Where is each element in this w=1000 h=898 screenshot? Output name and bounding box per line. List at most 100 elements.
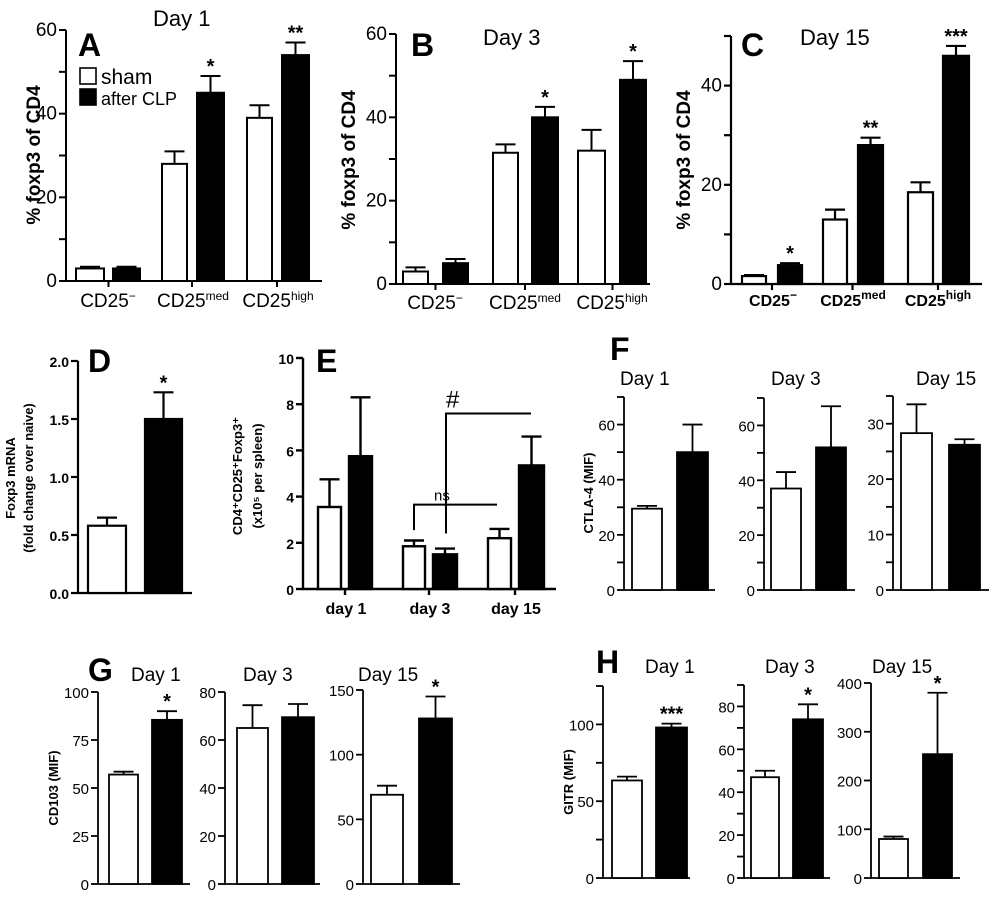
y-tick-label: 200	[837, 774, 862, 791]
significance-marker: *	[804, 684, 812, 706]
y-axis-label: CD4⁺CD25⁺Foxp3⁺	[230, 417, 245, 535]
y-tick-label: 300	[837, 725, 862, 742]
y-tick-label: 10	[278, 351, 294, 367]
bar-clp	[619, 78, 647, 286]
bar-sham	[401, 545, 427, 591]
y-tick-label: 50	[337, 812, 354, 829]
y-axis-label: GITR (MIF)	[561, 749, 576, 815]
bar-sham	[577, 149, 606, 285]
y-axis-label: Foxp3 mRNA	[3, 437, 18, 519]
y-tick-label: 20	[36, 187, 57, 208]
y-tick-label: 60	[199, 733, 216, 750]
y-tick-label: 20	[738, 528, 755, 545]
bar-sham	[611, 779, 643, 879]
y-tick-label: 0	[286, 582, 294, 598]
y-tick-label: 30	[867, 417, 884, 434]
significance-marker: *	[432, 676, 440, 698]
y-tick-label: 20	[867, 472, 884, 489]
bar-clp	[676, 451, 709, 591]
bar-sham	[486, 536, 513, 591]
bar-sham	[236, 727, 269, 885]
significance-marker: *	[541, 87, 549, 109]
y-tick-label: 150	[329, 683, 354, 700]
category-label: CD25−	[749, 288, 797, 310]
bar-clp	[922, 753, 953, 879]
y-tick-label: 80	[718, 699, 735, 716]
bar-clp	[151, 718, 183, 885]
panel-title: Day 15	[872, 657, 932, 678]
bar-sham	[161, 162, 188, 282]
bar-clp	[941, 54, 971, 286]
significance-marker: *	[160, 372, 168, 394]
panel-title: Day 1	[153, 6, 210, 31]
y-tick-label: 2	[286, 536, 294, 552]
panel-letter: G	[88, 652, 113, 688]
y-tick-label: 0.0	[50, 586, 70, 602]
bar-clp	[347, 454, 374, 591]
bar-sham	[878, 838, 909, 879]
category-label: day 15	[491, 601, 541, 618]
panel-f1: 0 20 40 60 Day 1F CTLA-4 (MIF)	[581, 331, 715, 600]
y-tick-label: 60	[366, 24, 387, 45]
y-axis-label: % foxp3 of CD4	[339, 90, 360, 230]
bar-sham	[906, 191, 935, 286]
legend-label-sham: sham	[101, 66, 152, 89]
panel-letter: F	[610, 331, 630, 367]
category-label: CD25high	[242, 289, 313, 312]
y-tick-label: 40	[718, 785, 735, 802]
y-tick-label: 75	[72, 733, 89, 750]
y-tick-label: 40	[366, 107, 387, 128]
bar-sham	[740, 274, 768, 286]
category-label: day 3	[410, 601, 451, 618]
significance-marker: *	[934, 673, 942, 695]
category-label: CD25high	[905, 288, 971, 310]
panel-title: Day 1	[645, 657, 695, 678]
y-tick-label: 20	[718, 828, 735, 845]
panel-letter: B	[411, 27, 434, 63]
y-tick-label: 40	[36, 104, 57, 125]
significance-marker: *	[207, 56, 215, 78]
y-tick-label: 2.0	[50, 354, 70, 370]
y-tick-label: 0	[586, 871, 594, 888]
panel-title: Day 3	[243, 665, 293, 686]
y-tick-label: 40	[701, 76, 722, 97]
category-label: CD25−	[80, 289, 136, 312]
bar-clp	[418, 717, 453, 885]
significance-marker: **	[863, 118, 879, 140]
y-tick-label: 20	[701, 175, 722, 196]
panel-title: Day 3	[483, 25, 540, 50]
bar-clp	[655, 726, 688, 879]
panel-d: 0.0 0.5 1.0 1.5 2.0 * D Foxp3 mRNA (fold change …	[3, 343, 192, 602]
hash-bracket	[445, 412, 531, 534]
panel-letter: A	[78, 27, 101, 63]
significance-marker: ***	[660, 704, 684, 726]
y-tick-label: 20	[199, 829, 216, 846]
panel-h3: 0 100 200 300 400 *Day 15	[837, 657, 960, 888]
panel-title: Day 1	[620, 369, 670, 390]
y-tick-label: 0	[854, 871, 862, 888]
bar-clp	[112, 267, 141, 283]
significance-marker: **	[288, 23, 304, 45]
category-label: CD25−	[407, 291, 463, 314]
y-tick-label: 0.5	[50, 528, 70, 544]
y-tick-label: 60	[738, 418, 755, 435]
bar-clp	[792, 718, 824, 879]
panel-title: Day 1	[131, 665, 181, 686]
bar-sham	[75, 267, 105, 283]
significance-marker: *	[786, 243, 794, 265]
y-tick-label: 100	[64, 685, 89, 702]
legend-swatch-clp	[79, 88, 97, 106]
panel-title: Day 3	[771, 369, 821, 390]
category-label: day 1	[326, 601, 367, 618]
panel-letter: C	[741, 27, 764, 63]
panel-g2: 0 20 40 60 80 Day 3	[199, 665, 320, 894]
y-tick-label: 0	[46, 271, 57, 292]
y-tick-label: 20	[366, 191, 387, 212]
bar-sham	[402, 270, 429, 285]
legend: sham after CLP	[79, 66, 177, 109]
category-label: CD25med	[820, 288, 886, 310]
significance-marker: ***	[944, 26, 968, 48]
bar-sham	[900, 432, 933, 591]
